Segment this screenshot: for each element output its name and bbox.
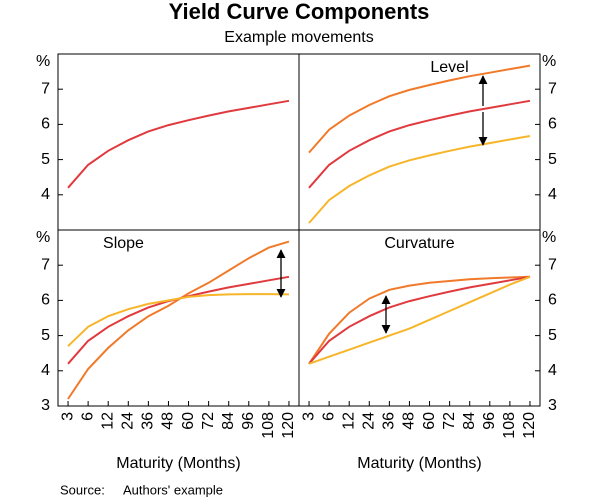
source-label: Source:: [60, 482, 105, 497]
y-tick-label: 4: [41, 362, 50, 379]
x-tick-label: 3: [59, 412, 76, 421]
y-tick-label: 6: [548, 292, 557, 309]
line-series: [308, 275, 531, 365]
x-tick-label: 120: [521, 412, 538, 439]
x-axis-label: Maturity (Months): [116, 455, 240, 472]
y-tick-label: 6: [41, 116, 50, 133]
line-series: [67, 293, 290, 347]
x-tick-label: 3: [300, 412, 317, 421]
panel-title: Curvature: [384, 235, 454, 252]
y-tick-label: 4: [548, 362, 557, 379]
x-tick-label: 48: [160, 412, 177, 430]
x-tick-label: 84: [220, 412, 237, 430]
y-tick-label: 5: [41, 327, 50, 344]
y-tick-label: 7: [548, 256, 557, 273]
x-tick-label: 72: [441, 412, 458, 430]
x-tick-label: 96: [481, 412, 498, 430]
y-tick-label: 4: [548, 186, 557, 203]
source: Authors' example: [123, 482, 223, 497]
y-tick-label: 6: [41, 292, 50, 309]
x-tick-label: 12: [99, 412, 116, 430]
x-tick-label: 12: [340, 412, 357, 430]
x-tick-label: 96: [240, 412, 257, 430]
line-series: [308, 64, 531, 154]
y-tick-label: 5: [548, 151, 557, 168]
y-tick-label: 7: [41, 80, 50, 97]
x-tick-label: 108: [501, 412, 518, 439]
y-unit: %: [36, 229, 50, 246]
x-tick-label: 120: [280, 412, 297, 439]
x-tick-label: 60: [421, 412, 438, 430]
y-tick-label: 5: [548, 327, 557, 344]
x-tick-label: 6: [320, 412, 337, 421]
x-tick-label: 60: [180, 412, 197, 430]
x-tick-label: 84: [461, 412, 478, 430]
line-series: [308, 275, 531, 365]
chart-title: Yield Curve Components: [169, 0, 430, 24]
y-tick-label: 3: [548, 397, 557, 414]
line-series: [67, 99, 290, 189]
panel-title: Level: [430, 59, 468, 76]
y-tick-label: 5: [41, 151, 50, 168]
y-tick-label: 4: [41, 186, 50, 203]
y-unit: %: [542, 53, 556, 70]
y-tick-label: 3: [41, 397, 50, 414]
y-tick-label: 7: [41, 256, 50, 273]
x-tick-label: 108: [260, 412, 277, 439]
x-tick-label: 24: [361, 412, 378, 430]
panel-title: Slope: [103, 235, 144, 252]
line-series: [308, 135, 531, 224]
y-tick-label: 6: [548, 116, 557, 133]
y-unit: %: [36, 53, 50, 70]
x-axis-label: Maturity (Months): [357, 455, 481, 472]
line-series: [308, 275, 531, 365]
x-tick-label: 48: [401, 412, 418, 430]
x-tick-label: 24: [120, 412, 137, 430]
chart-subtitle: Example movements: [224, 29, 373, 46]
y-unit: %: [542, 229, 556, 246]
x-tick-label: 36: [381, 412, 398, 430]
x-tick-label: 72: [200, 412, 217, 430]
x-tick-label: 36: [140, 412, 157, 430]
line-series: [308, 99, 531, 189]
y-tick-label: 7: [548, 80, 557, 97]
x-tick-label: 6: [79, 412, 96, 421]
